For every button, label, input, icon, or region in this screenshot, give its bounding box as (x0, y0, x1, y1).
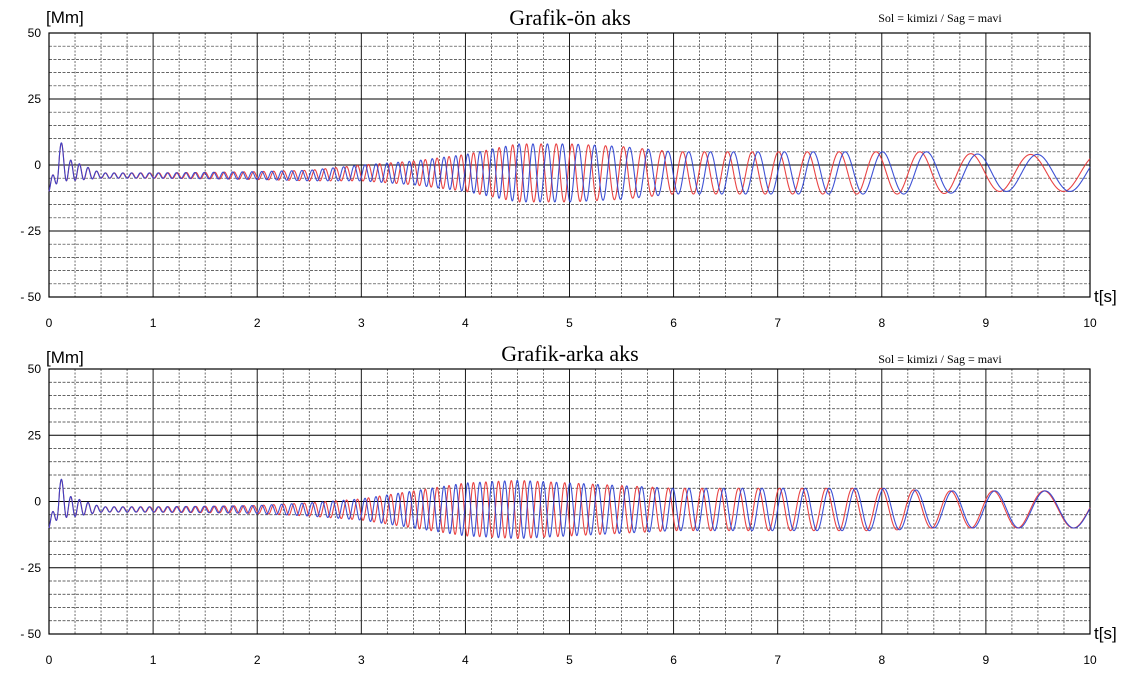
x-tick-label: 9 (983, 653, 990, 667)
x-tick-label: 5 (566, 316, 573, 330)
grid (49, 33, 1090, 297)
x-tick-label: 7 (774, 316, 781, 330)
x-tick-label: 6 (670, 653, 677, 667)
y-tick-label: 25 (28, 428, 42, 442)
x-tick-label: 2 (254, 653, 261, 667)
x-tick-label: 0 (46, 653, 53, 667)
legend-text: Sol = kimizi / Sag = mavi (878, 11, 1002, 25)
series-line-sol (48, 478, 1091, 540)
x-tick-label: 10 (1083, 653, 1097, 667)
x-tick-label: 4 (462, 316, 469, 330)
x-tick-label: 1 (150, 316, 157, 330)
chart-panel-rear-axle: 50 25 0 - 25 - 50 0 1 2 3 4 5 6 7 8 9 10 Grafik-arka aks… (20, 341, 1116, 667)
x-axis-label: t[s] (1094, 287, 1117, 306)
series-line-sag (48, 142, 1091, 203)
x-tick-label: 5 (566, 653, 573, 667)
x-tick-label: 3 (358, 653, 365, 667)
y-tick-label: - 25 (20, 561, 41, 575)
x-tick-label: 8 (878, 316, 885, 330)
y-tick-label: 50 (28, 26, 42, 40)
grid (49, 369, 1090, 634)
y-tick-label: 50 (28, 362, 42, 376)
y-tick-label: - 25 (20, 224, 41, 238)
plot-frame (48, 368, 1091, 635)
legend-text: Sol = kimizi / Sag = mavi (878, 352, 1002, 366)
chart-title: Grafik-ön aks (509, 5, 631, 30)
y-tick-label: - 50 (20, 627, 41, 641)
x-tick-label: 3 (358, 316, 365, 330)
x-tick-label: 2 (254, 316, 261, 330)
x-tick-label: 7 (774, 653, 781, 667)
x-tick-label: 0 (46, 316, 53, 330)
y-tick-label: 25 (28, 92, 42, 106)
y-tick-label: 0 (34, 495, 41, 509)
y-tick-label: - 50 (20, 290, 41, 304)
x-tick-label: 9 (983, 316, 990, 330)
plot-frame (48, 32, 1091, 298)
x-tick-label: 10 (1083, 316, 1097, 330)
series-line-sol (48, 142, 1091, 203)
x-axis-label: t[s] (1094, 624, 1117, 643)
chart-title: Grafik-arka aks (501, 341, 638, 366)
y-axis-unit-label: [Mm] (46, 348, 84, 367)
x-tick-label: 1 (150, 653, 157, 667)
series-line-sag (48, 478, 1091, 539)
x-tick-label: 6 (670, 316, 677, 330)
chart-panel-front-axle: 50 25 0 - 25 - 50 0 1 2 3 4 5 6 7 8 9 10 Grafik-ön aks So… (20, 5, 1116, 330)
x-tick-label: 8 (878, 653, 885, 667)
y-axis-unit-label: [Mm] (46, 8, 84, 27)
y-tick-label: 0 (34, 158, 41, 172)
x-tick-label: 4 (462, 653, 469, 667)
